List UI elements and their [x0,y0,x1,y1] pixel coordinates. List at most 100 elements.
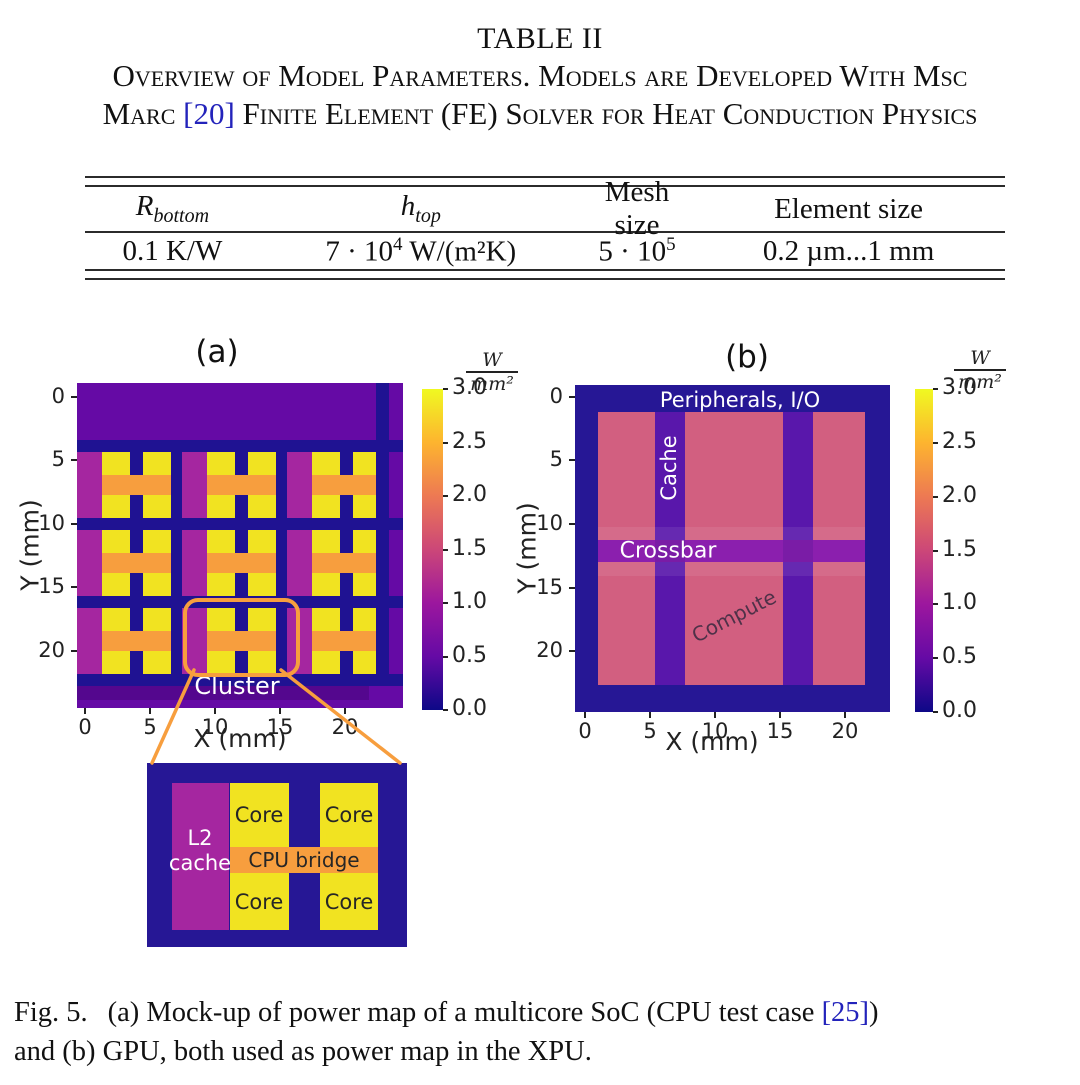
region-l2-cache [287,451,312,518]
y-tick-label: 15 [536,574,563,599]
colorbar-tick-label: 1.0 [942,590,977,616]
region-transition-band [598,561,866,577]
colorbar-tick-mark [443,655,448,658]
header-h-top: htop [400,190,441,227]
x-tick-label: 0 [578,719,592,743]
value-r-bottom: 0.1 K/W [122,234,223,267]
region-l2-cache [287,529,312,596]
region-cpu-bridge [102,631,172,651]
table-rule-top-inner [85,185,1005,187]
colorbar-tick-mark [933,711,938,713]
x-tick-label: 20 [331,715,359,739]
parameters-table: Rbottom htop Mesh size Element size 0.1 … [85,176,1005,280]
region-cpu-bridge [206,631,276,651]
header-mesh-size: Mesh size [604,176,670,241]
y-tick-mark [71,586,77,589]
colorbar-tick-mark [443,709,448,711]
value-mesh-size: 5 · 105 [598,233,676,268]
figure-caption-line2: and (b) GPU, both used as power map in t… [14,1036,592,1067]
region-l2-cache [77,529,103,596]
colorbar-tick-mark [933,603,938,606]
y-tick-mark [71,522,77,525]
y-tick-label: 15 [38,574,65,599]
colorbar-tick-label: 2.5 [452,428,487,454]
unit-fraction-bar [954,369,1006,371]
y-tick-mark [569,650,575,653]
annotation-crossbar: Crossbar [619,538,717,564]
core-label: Core [234,890,284,914]
cpu-bridge-block [230,847,378,873]
x-tick-mark [214,708,217,714]
x-tick-mark [779,712,782,718]
region-cpu-bridge [206,474,276,495]
colorbar-b [915,389,933,712]
region-cpu-bridge [102,552,172,573]
x-tick-mark [844,712,847,718]
region-crossbar-cache-intersection [783,539,814,562]
y-tick-mark [71,395,77,398]
region-l2-cache [182,529,207,596]
x-tick-label: 10 [201,715,229,739]
unit-numerator: W [970,347,990,369]
colorbar-tick-label: 2.5 [942,428,977,454]
x-tick-label: 15 [266,715,294,739]
colorbar-tick-mark [933,388,938,390]
value-element-size: 0.2 µm...1 mm [762,234,935,267]
core-label: Core [324,803,374,827]
colorbar-tick-mark [443,602,448,604]
region-transition-band [598,526,866,540]
y-tick-label: 10 [38,510,65,535]
region-edge-strip [376,383,389,687]
unit-denominator: mm² [958,371,1002,393]
x-tick-mark [649,712,651,718]
heatmap-panel-b [575,385,890,712]
colorbar-tick-label: 1.0 [452,589,487,614]
citation-20-link[interactable]: [20] [183,96,235,131]
table-rule-top-outer [85,176,1005,178]
header-r-bottom: Rbottom [135,190,210,227]
colorbar-tick-mark [443,548,448,551]
colorbar-tick-mark [933,549,938,552]
l2-cache-label: L2 cache [168,826,232,875]
unit-denominator: mm² [470,373,514,395]
y-tick-label: 20 [536,638,563,663]
y-tick-label: 0 [51,383,65,408]
citation-25-link[interactable]: [25] [821,997,870,1028]
table-caption-line2-pre: Marc [102,96,184,131]
y-tick-label: 5 [549,447,563,472]
region-cpu-bridge [102,474,172,495]
figure-number: Fig. 5. [14,997,88,1028]
table-rule-mid [85,231,1005,233]
y-tick-mark [569,586,575,589]
region-separator [77,518,403,530]
colorbar-tick-label: 3.0 [942,375,977,400]
cluster-inset-schematic: L2 cache Core Core Core Core CPU bridge [147,763,407,947]
y-tick-label: 10 [536,510,563,535]
colorbar-tick-label: 0.0 [452,696,487,721]
region-cpu-bridge [312,474,377,495]
colorbar-tick-label: 1.5 [452,535,487,561]
table-rule-bottom-inner [85,269,1005,271]
x-tick-mark [714,712,716,718]
region-separator [77,440,403,452]
y-tick-label: 0 [549,383,563,408]
table-title: TABLE II [477,22,603,55]
x-tick-mark [279,708,282,714]
region-crossbar-cache-intersection [654,539,685,562]
cluster-highlight-box [183,598,300,677]
y-tick-mark [569,522,575,525]
table-rule-bottom-outer [85,278,1005,280]
table-data-row: 0.1 K/W 7 · 104 W/(m²K) 5 · 105 0.2 µm..… [85,233,1005,269]
y-tick-label: 5 [51,447,65,472]
x-tick-label: 20 [831,719,859,743]
x-tick-label: 5 [643,719,657,743]
region-l2-cache [77,451,103,518]
table-caption-line1: Overview of Model Parameters. Models are… [112,58,968,93]
colorbar-tick-label: 2.0 [942,482,977,508]
colorbar-tick-label: 0.5 [452,642,487,668]
colorbar-tick-mark [443,388,448,390]
core-label: Core [324,890,374,914]
heatmap-panel-a [77,383,403,708]
table-caption-line2: Marc [20] Finite Element (FE) Solver for… [0,96,1080,132]
